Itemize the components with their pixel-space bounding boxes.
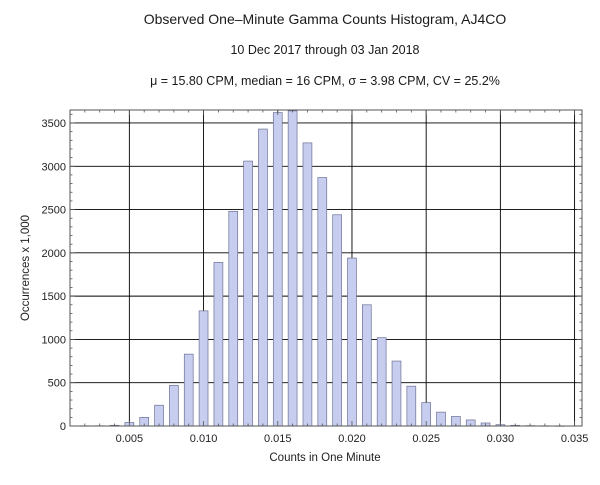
x-tick-label: 0.035	[561, 433, 589, 445]
histogram-bar	[302, 142, 313, 427]
histogram-bar	[198, 310, 209, 427]
y-tick-label: 1000	[42, 334, 66, 346]
y-tick-label: 3500	[42, 118, 66, 130]
histogram-bar	[228, 210, 239, 427]
y-tick-label: 500	[48, 378, 66, 390]
x-tick-label: 0.030	[487, 433, 515, 445]
histogram-bar	[169, 384, 179, 427]
y-tick-label: 0	[60, 421, 66, 433]
x-tick-label: 0.025	[412, 433, 440, 445]
histogram-bar	[391, 360, 402, 427]
histogram-bar	[213, 262, 224, 427]
x-tick-label: 0.010	[190, 433, 218, 445]
plot-frame	[69, 109, 583, 427]
x-tick-label: 0.005	[116, 433, 144, 445]
y-tick-label: 2000	[42, 248, 66, 260]
x-tick-label: 0.015	[264, 433, 292, 445]
chart-stats-line: μ = 15.80 CPM, median = 16 CPM, σ = 3.98…	[150, 74, 500, 88]
histogram-bar	[332, 214, 342, 427]
histogram-bar	[362, 304, 372, 427]
histogram-bar	[287, 110, 298, 427]
histogram-bar	[272, 112, 283, 427]
grid-lines	[70, 110, 582, 426]
histogram-bar	[317, 177, 328, 427]
y-axis-label: Occurrences x 1,000	[20, 215, 32, 321]
tick-group: 0.005 0.010 0.015 0.020 0.025 0.030 0.035 0 500 1…	[42, 110, 589, 445]
histogram-bar	[347, 257, 357, 427]
histogram-bar	[183, 353, 194, 427]
y-tick-label: 1500	[42, 291, 66, 303]
histogram-bar	[258, 128, 268, 427]
histogram-bar	[154, 404, 164, 427]
x-axis-label: Counts in One Minute	[269, 452, 380, 464]
histogram-bar	[243, 160, 253, 427]
chart-subtitle: 10 Dec 2017 through 03 Jan 2018	[230, 43, 419, 57]
histogram-bar	[376, 337, 387, 427]
histogram-bar	[406, 385, 417, 427]
y-tick-label: 3000	[42, 161, 66, 173]
y-tick-label: 2500	[42, 205, 66, 217]
x-tick-label: 0.020	[338, 433, 366, 445]
bar-group	[80, 110, 565, 427]
chart-title: Observed One–Minute Gamma Counts Histogr…	[144, 11, 507, 27]
